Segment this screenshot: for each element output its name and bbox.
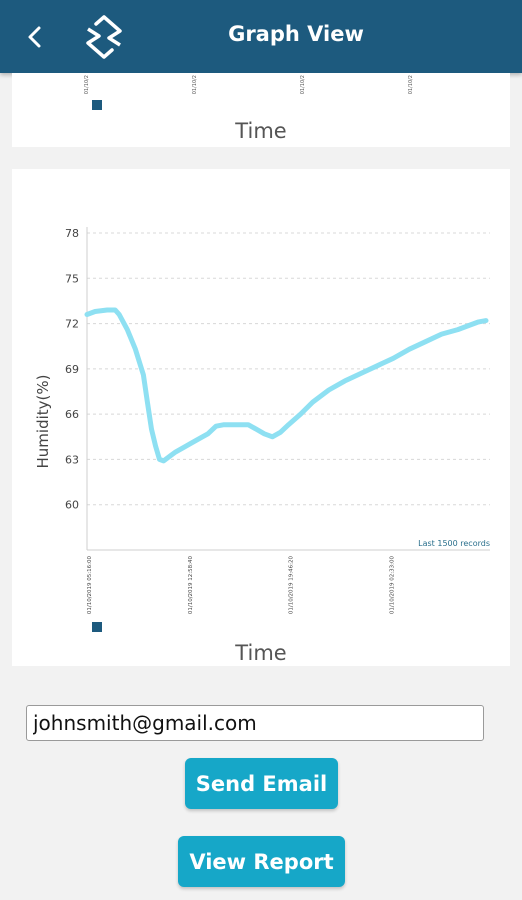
chart-annotation: Last 1500 records xyxy=(418,539,490,548)
page-title: Graph View xyxy=(228,22,364,46)
x-axis-label: Time xyxy=(235,641,287,665)
y-tick-label: 63 xyxy=(65,453,79,466)
back-arrow-icon xyxy=(28,26,41,48)
humidity-chart-card: 60 63 66 69 72 75 78 01/10/2019 05:16:00 01/10/… xyxy=(12,169,510,666)
email-input[interactable] xyxy=(26,705,484,741)
y-tick-label: 60 xyxy=(65,499,79,512)
x-tick-label: 01/10/2019 19:46:20 xyxy=(289,556,295,615)
top-chart-tick-label: 01/10/2 xyxy=(84,75,90,95)
top-chart-tick-label: 01/10/2 xyxy=(192,75,198,95)
legend-marker xyxy=(92,622,102,632)
app-bar: Graph View xyxy=(0,0,522,73)
top-chart-tick-label: 01/10/2 xyxy=(300,75,306,95)
top-chart-tick-label: 01/10/2 xyxy=(408,75,414,95)
send-email-button[interactable]: Send Email xyxy=(185,758,338,809)
humidity-chart: 60 63 66 69 72 75 78 01/10/2019 05:16:00 01/10/… xyxy=(34,227,490,615)
brand-logo-icon xyxy=(82,14,126,60)
x-tick-label: 01/10/2019 12:58:40 xyxy=(188,556,194,615)
top-chart-x-axis-label: Time xyxy=(235,119,287,143)
y-tick-label: 66 xyxy=(65,408,79,421)
x-tick-label: 01/10/2019 05:16:00 xyxy=(87,556,93,615)
legend-marker xyxy=(92,100,102,110)
y-axis-label: Humidity(%) xyxy=(34,375,52,469)
y-tick-label: 69 xyxy=(65,363,79,376)
view-report-button[interactable]: View Report xyxy=(178,836,345,887)
x-tick-label: 01/10/2019 02:33:00 xyxy=(389,556,395,615)
y-tick-label: 72 xyxy=(65,318,79,331)
top-chart-card: 01/10/2 01/10/2 01/10/2 01/10/2 Time xyxy=(12,73,510,147)
y-tick-label: 78 xyxy=(65,227,79,240)
back-button[interactable] xyxy=(18,20,52,54)
y-tick-label: 75 xyxy=(65,272,79,285)
humidity-series-line xyxy=(84,307,489,464)
